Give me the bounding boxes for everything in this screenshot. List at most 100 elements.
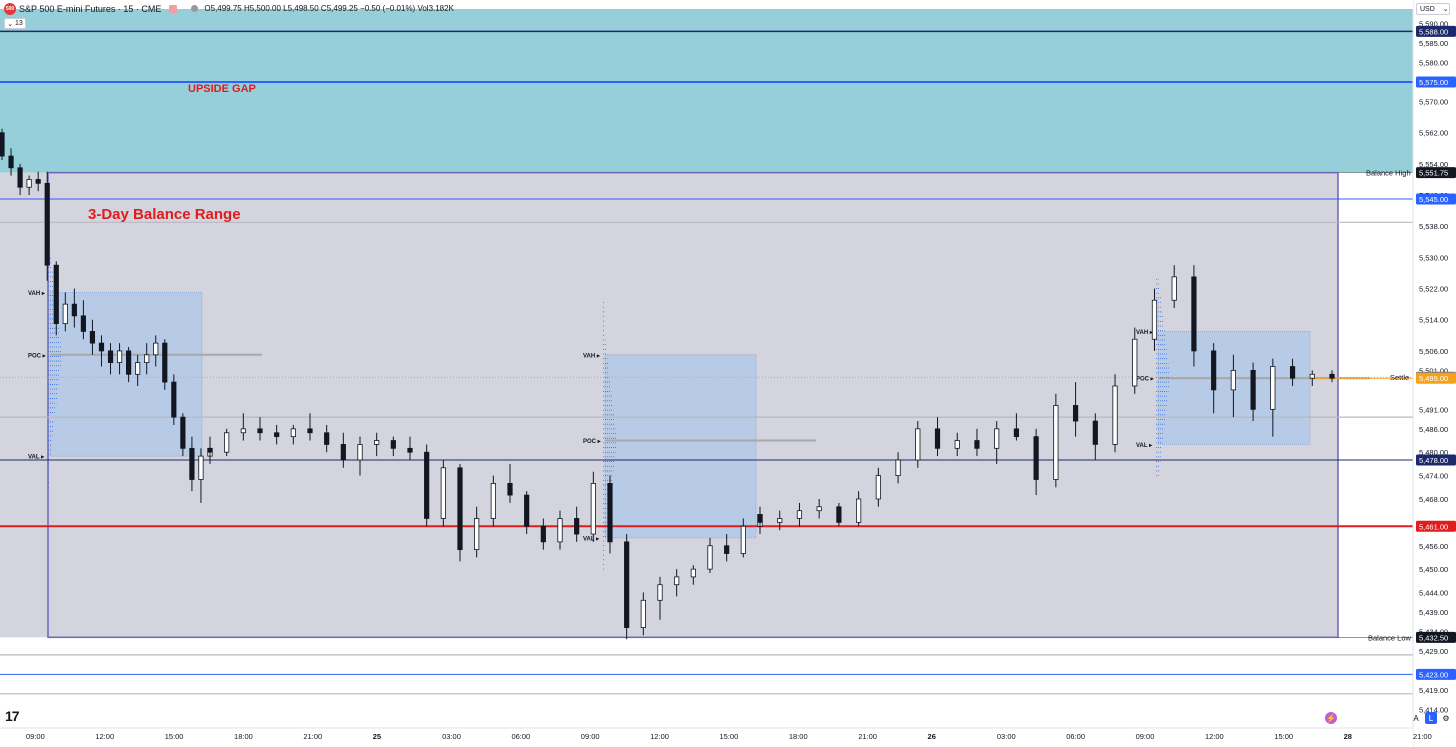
x-tick-label: 15:00 [720, 732, 739, 741]
profile-label-val: VAL ▸ [1136, 443, 1153, 449]
y-tick-label: 5,530.00 [1419, 253, 1448, 262]
candle [490, 483, 496, 519]
candle [357, 444, 363, 461]
candle [875, 475, 881, 500]
candle [1211, 350, 1217, 391]
x-tick-label: 06:00 [511, 732, 530, 741]
price-tag-upside_gap_mid[interactable] [1416, 76, 1456, 88]
candle [407, 447, 413, 453]
candle [189, 447, 195, 480]
candle [915, 428, 921, 461]
candle [590, 483, 596, 535]
candle [144, 354, 150, 364]
candle [674, 576, 680, 586]
flag-icon[interactable] [169, 4, 178, 13]
candle [307, 428, 313, 434]
y-tick-label: 5,414.00 [1419, 705, 1448, 714]
y-tick-label: 5,585.00 [1419, 39, 1448, 48]
y-tick-label: 5,570.00 [1419, 98, 1448, 107]
candle [1250, 369, 1256, 410]
price-tag-label: 5,588.00 [1419, 27, 1448, 36]
x-tick-label: 03:00 [442, 732, 461, 741]
x-tick-label: 21:00 [1413, 732, 1432, 741]
x-tick-label: 12:00 [1205, 732, 1224, 741]
candle [0, 132, 5, 157]
candle [374, 440, 380, 445]
x-tick-label: 12:00 [95, 732, 114, 741]
price-tag-balance_low[interactable] [1416, 631, 1456, 643]
currency-label: USD [1420, 5, 1435, 13]
candle [89, 331, 96, 344]
candle [1132, 338, 1138, 387]
upside-gap-annotation[interactable]: UPSIDE GAP [188, 83, 256, 95]
y-tick-label: 5,590.00 [1419, 20, 1448, 29]
price-tag-level_5423[interactable] [1416, 668, 1456, 680]
candle [340, 444, 346, 461]
auto-scale-button[interactable]: A [1413, 713, 1419, 723]
candle [80, 315, 86, 332]
price-tag-level_5545[interactable] [1416, 193, 1456, 205]
candle [757, 514, 763, 523]
x-tick-label: 15:00 [1274, 732, 1293, 741]
header-strip [0, 0, 1413, 9]
price-tag-upside_gap_top[interactable] [1416, 25, 1456, 37]
candle [954, 440, 960, 449]
candle [162, 342, 168, 383]
candle [1112, 385, 1118, 445]
candle [44, 182, 50, 266]
balance-range-annotation[interactable]: 3-Day Balance Range [88, 206, 241, 223]
candle [98, 342, 105, 352]
candle [1013, 428, 1020, 438]
candle [457, 467, 463, 551]
candle [657, 584, 663, 601]
candle [690, 568, 696, 578]
candle [107, 350, 114, 364]
candle [390, 440, 396, 449]
price-tag-level_5478[interactable] [1416, 454, 1456, 466]
replay-icon[interactable]: ⚡ [1325, 712, 1337, 724]
price-tag-last_price[interactable] [1416, 372, 1456, 384]
candle [640, 599, 646, 628]
candle [1092, 420, 1098, 445]
x-tick-label: 28 [1344, 732, 1352, 741]
candle [290, 428, 296, 438]
y-tick-label: 5,444.00 [1419, 589, 1448, 598]
x-tick-label: 21:00 [858, 732, 877, 741]
price-tag-label: 5,575.00 [1419, 78, 1448, 87]
profile-label-val: VAL ▸ [583, 536, 600, 542]
candle [1230, 369, 1236, 391]
x-tick-label: 25 [373, 732, 381, 741]
candle [624, 541, 630, 628]
y-tick-label: 5,501.00 [1419, 366, 1448, 375]
price-tag-label: 5,551.75 [1419, 169, 1448, 178]
value-area-box [604, 354, 757, 539]
indicators-toggle[interactable]: ⌄ 13 [4, 18, 26, 29]
symbol-title[interactable]: S&P 500 E-mini Futures · 15 · CME [19, 3, 162, 14]
tradingview-logo[interactable]: 17 [5, 708, 20, 724]
y-tick-label: 5,429.00 [1419, 647, 1448, 656]
price-tag-balance_high[interactable] [1416, 167, 1456, 179]
candle [994, 428, 1000, 449]
candle [974, 440, 980, 449]
profile-label-vah: VAH ▸ [1136, 330, 1154, 336]
price-tag-level_5461[interactable] [1416, 520, 1456, 532]
candle [26, 179, 32, 188]
x-tick-label: 12:00 [650, 732, 669, 741]
y-tick-label: 5,538.00 [1419, 222, 1448, 231]
y-tick-label: 5,491.00 [1419, 405, 1448, 414]
currency-select[interactable]: USD ⌄ [1416, 3, 1450, 15]
candle [224, 432, 230, 453]
balance-low-label: Balance Low [1368, 633, 1412, 642]
candle [198, 455, 204, 480]
y-tick-label: 5,456.00 [1419, 542, 1448, 551]
price-tag-label: 5,423.00 [1419, 670, 1448, 679]
x-tick-label: 15:00 [165, 732, 184, 741]
candle [557, 518, 563, 543]
log-scale-button[interactable]: L [1425, 712, 1437, 724]
settings-icon[interactable]: ⚙ [1442, 713, 1450, 723]
candle [1289, 366, 1296, 379]
price-tag-label: 5,478.00 [1419, 456, 1448, 465]
x-tick-label: 09:00 [26, 732, 45, 741]
